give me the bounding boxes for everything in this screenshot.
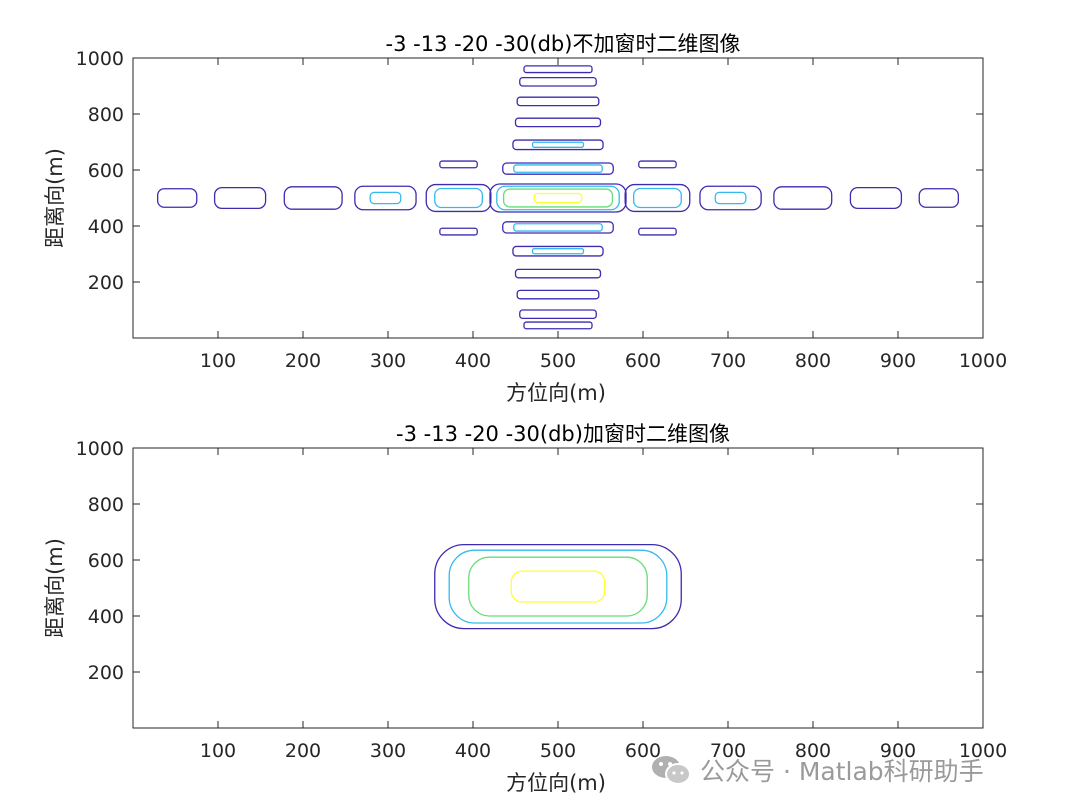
x-tick-label: 600	[625, 350, 661, 372]
contour-line	[439, 160, 478, 169]
contour-line	[434, 187, 483, 209]
watermark-text: 公众号 · Matlab科研助手	[700, 757, 984, 786]
contour-line	[849, 186, 903, 210]
x-tick-label: 500	[540, 740, 576, 762]
contour-line	[531, 141, 585, 148]
contour-line	[354, 185, 417, 211]
watermark: 公众号 · Matlab科研助手	[650, 752, 984, 788]
y-tick-label: 800	[88, 494, 124, 516]
contour-line	[633, 187, 682, 209]
y-tick-label: 600	[88, 160, 124, 182]
contour-line	[439, 227, 478, 236]
contour-line	[156, 188, 198, 208]
chart-title: -3 -13 -20 -30(db)不加窗时二维图像	[386, 32, 741, 56]
contour-line	[516, 289, 600, 300]
contour-line	[523, 65, 593, 74]
contour-line	[510, 570, 606, 603]
y-tick-label: 200	[88, 662, 124, 684]
x-tick-label: 400	[455, 350, 491, 372]
chart-title: -3 -13 -20 -30(db)加窗时二维图像	[396, 422, 730, 446]
y-tick-label: 1000	[76, 48, 124, 70]
y-tick-label: 800	[88, 104, 124, 126]
x-axis-label: 方位向(m)	[506, 381, 606, 405]
contour-line	[514, 268, 602, 279]
x-tick-label: 800	[795, 350, 831, 372]
x-axis-label: 方位向(m)	[506, 771, 606, 795]
y-tick-label: 400	[88, 606, 124, 628]
contour-line	[468, 556, 648, 617]
x-tick-label: 1000	[959, 740, 1007, 762]
chart-unwindowed: 100 200 300 400 500 600 700 800 900 1000 200 400 600…	[43, 32, 1007, 405]
wechat-icon	[652, 756, 691, 785]
contour-line	[531, 248, 585, 255]
x-tick-label: 200	[285, 740, 321, 762]
x-tick-label: 200	[285, 350, 321, 372]
x-tick-label: 700	[710, 350, 746, 372]
x-tick-label: 500	[540, 350, 576, 372]
chart-windowed: 100 200 300 400 500 600 700 800 900 1000 200 400 600…	[43, 422, 1007, 795]
contour-line	[502, 221, 614, 234]
contour-line	[638, 227, 677, 236]
contour-line	[512, 245, 604, 257]
y-tick-label: 600	[88, 550, 124, 572]
contour-line	[448, 549, 668, 624]
contour-line	[519, 309, 597, 320]
contour-line	[512, 139, 604, 151]
x-tick-label: 400	[455, 740, 491, 762]
x-tick-label: 900	[880, 350, 916, 372]
contour-line	[638, 160, 677, 169]
plot-area	[132, 57, 984, 339]
contour-line	[425, 183, 492, 213]
y-axis-label: 距离向(m)	[43, 148, 67, 248]
x-tick-label: 900	[880, 740, 916, 762]
contour-line	[502, 188, 614, 208]
y-tick-label: 200	[88, 272, 124, 294]
contour-line	[624, 183, 691, 213]
contour-line	[514, 117, 602, 128]
contour-line	[369, 191, 402, 205]
x-tick-label: 100	[200, 740, 236, 762]
x-tick-label: 600	[625, 740, 661, 762]
contour-line	[516, 96, 600, 107]
x-tick-label: 100	[200, 350, 236, 372]
y-tick-label: 400	[88, 216, 124, 238]
x-tick-label: 800	[795, 740, 831, 762]
contour-line	[714, 191, 747, 205]
contour-line	[523, 321, 593, 330]
contour-line	[773, 186, 833, 210]
x-tick-label: 300	[370, 350, 406, 372]
y-axis-label: 距离向(m)	[43, 538, 67, 638]
contour-line	[513, 164, 603, 173]
x-tick-label: 700	[710, 740, 746, 762]
contour-line	[699, 185, 762, 211]
contour-line	[496, 185, 620, 211]
contour-line	[519, 76, 597, 87]
contour-line	[434, 543, 682, 630]
contour-line	[213, 186, 267, 210]
contour-line	[489, 183, 627, 213]
contour-line	[918, 188, 959, 208]
contour-line	[283, 186, 343, 210]
y-tick-label: 1000	[76, 438, 124, 460]
contour-line	[533, 192, 583, 204]
plot-area	[132, 447, 984, 729]
x-tick-label: 1000	[959, 350, 1007, 372]
x-tick-label: 300	[370, 740, 406, 762]
contour-line	[502, 162, 614, 175]
contour-line	[513, 223, 603, 232]
